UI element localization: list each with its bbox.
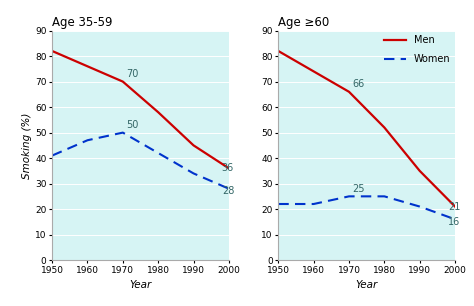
Text: 21: 21: [448, 202, 460, 211]
Text: 66: 66: [353, 79, 365, 89]
Text: 70: 70: [127, 69, 139, 79]
Legend: Men, Women: Men, Women: [384, 35, 450, 64]
Y-axis label: Smoking (%): Smoking (%): [22, 112, 32, 178]
Text: Age ≥60: Age ≥60: [278, 17, 329, 29]
X-axis label: Year: Year: [356, 280, 378, 290]
Text: 25: 25: [353, 184, 365, 194]
Text: 28: 28: [222, 186, 234, 196]
Text: 36: 36: [222, 163, 234, 173]
Text: Age 35-59: Age 35-59: [52, 17, 113, 29]
Text: 50: 50: [127, 120, 139, 130]
Text: 16: 16: [448, 217, 460, 227]
X-axis label: Year: Year: [129, 280, 152, 290]
